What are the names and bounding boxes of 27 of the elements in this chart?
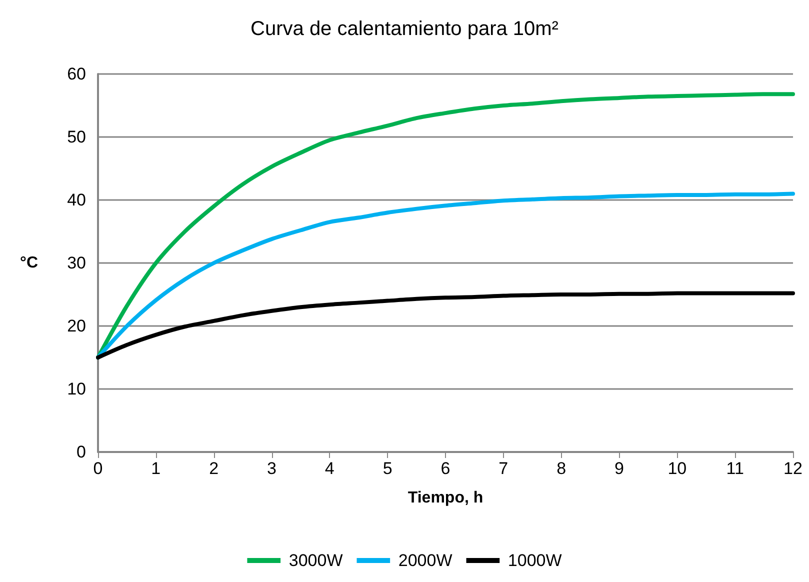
- x-tick-label: 12: [784, 459, 802, 478]
- x-tick-label: 10: [668, 459, 687, 478]
- x-tick-label: 2: [209, 459, 219, 478]
- x-tick-label: 4: [324, 459, 334, 478]
- y-tick-label: 60: [67, 64, 86, 84]
- x-tick-label: 6: [440, 459, 450, 478]
- legend-label: 2000W: [398, 551, 452, 570]
- x-axis-title: Tiempo, h: [408, 490, 484, 506]
- y-tick-label: 10: [67, 380, 86, 398]
- y-axis-title: °C: [20, 254, 38, 272]
- x-tick-label: 5: [382, 459, 392, 478]
- chart-title: Curva de calentamiento para 10m²: [250, 18, 559, 40]
- y-tick-label: 30: [67, 254, 86, 272]
- y-tick-label: 0: [76, 442, 86, 462]
- x-tick-label: 0: [93, 459, 103, 478]
- y-tick-label: 40: [67, 190, 86, 210]
- x-tick-label: 9: [614, 459, 624, 478]
- x-tick-label: 7: [498, 459, 508, 478]
- x-tick-label: 11: [726, 459, 744, 478]
- line-series: [96, 291, 795, 360]
- x-tick-label: 8: [556, 459, 566, 478]
- y-tick-label: 50: [67, 128, 86, 146]
- x-tick-label: 3: [267, 459, 276, 478]
- legend-label: 3000W: [288, 551, 343, 570]
- x-tick-label: 1: [151, 459, 161, 478]
- legend-label: 1000W: [508, 551, 562, 570]
- y-tick-label: 20: [67, 316, 86, 336]
